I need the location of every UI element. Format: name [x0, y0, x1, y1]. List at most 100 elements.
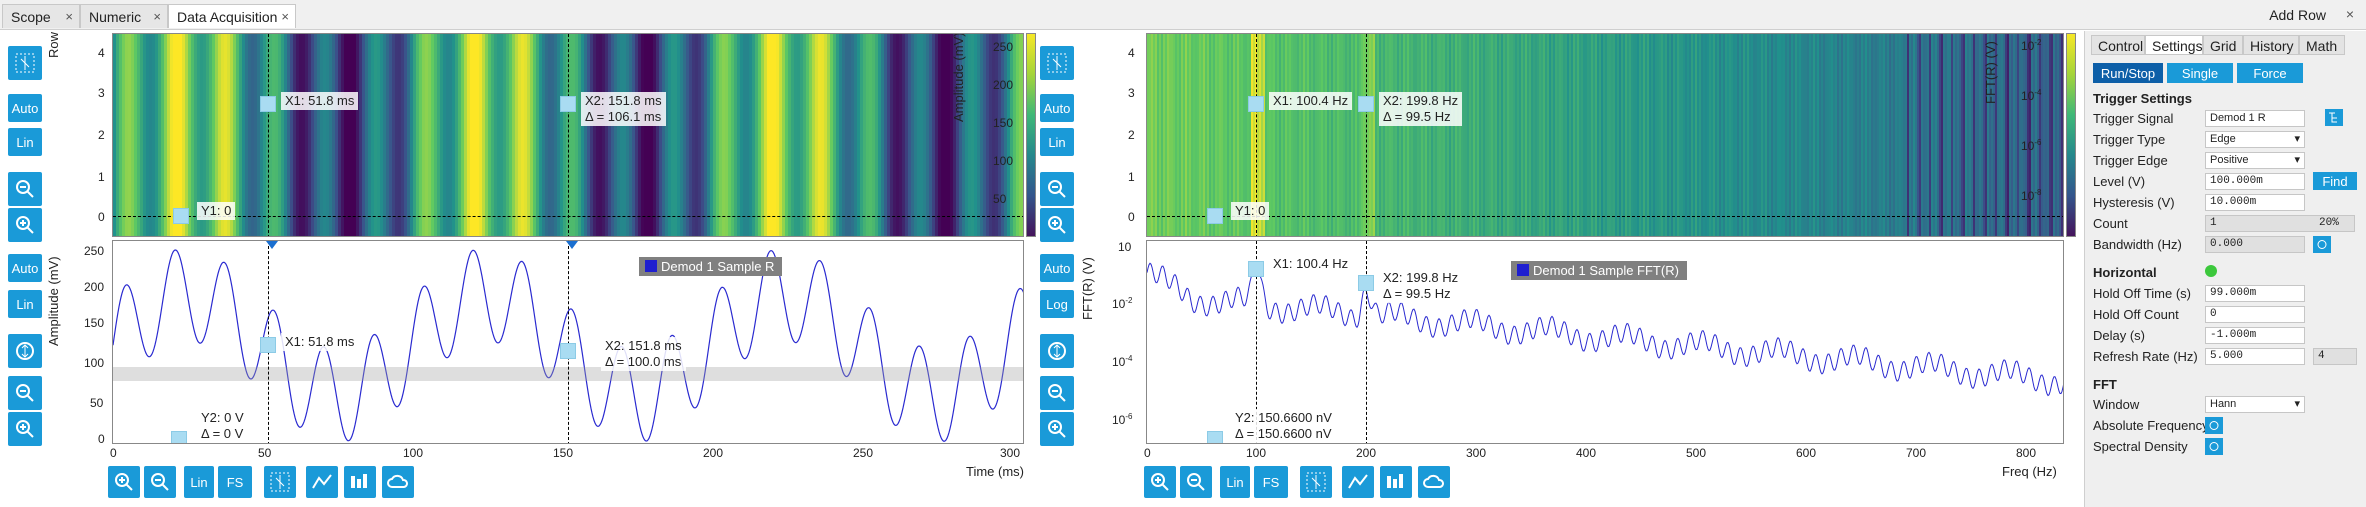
cursor-tool-icon[interactable] — [1300, 466, 1332, 498]
auto-scale-button[interactable]: Auto — [1040, 94, 1074, 122]
math-tool-icon[interactable] — [1342, 466, 1374, 498]
cursor-tool-icon[interactable] — [264, 466, 296, 498]
tab-scope[interactable]: Scope × — [2, 4, 80, 28]
zoom-in-icon[interactable] — [8, 412, 42, 446]
cursor-y1-line[interactable] — [1147, 216, 2063, 217]
close-icon[interactable]: × — [2345, 6, 2354, 22]
fft-spectrum-plot[interactable]: X1: 100.4 Hz X2: 199.8 Hz Δ = 99.5 Hz Y2:… — [1146, 240, 2064, 444]
absolute-frequency-toggle[interactable] — [2205, 417, 2223, 434]
zoom-in-icon[interactable] — [108, 466, 140, 498]
tab-data-acquisition[interactable]: Data Acquisition × — [168, 4, 296, 28]
count-field[interactable]: 1 — [2205, 215, 2355, 232]
hysteresis-field[interactable]: 10.000m — [2205, 194, 2305, 211]
legend-entry[interactable]: Demod 1 Sample FFT(R) — [1511, 261, 1687, 280]
close-icon[interactable]: × — [281, 9, 289, 24]
close-icon[interactable]: × — [65, 9, 73, 24]
cursor-x2-handle[interactable] — [1358, 275, 1374, 291]
heatmap-cell — [1385, 34, 1387, 236]
x-fs-button[interactable]: FS — [1254, 466, 1288, 498]
x-lin-scale-button[interactable]: Lin — [1220, 466, 1250, 498]
auto-scale-button[interactable]: Auto — [8, 254, 42, 282]
heatmap-cell — [236, 34, 239, 236]
tab-numeric[interactable]: Numeric × — [80, 4, 168, 28]
cursor-x1-line[interactable] — [1256, 34, 1257, 236]
fft-heatmap[interactable]: X1: 100.4 Hz X2: 199.8 Hz Δ = 99.5 Hz Y1:… — [1146, 33, 2064, 237]
bandwidth-field[interactable]: 0.000 — [2205, 236, 2305, 253]
cursor-x2-line[interactable] — [1366, 241, 1367, 443]
cursor-x2-line[interactable] — [568, 34, 569, 236]
fit-vertical-icon[interactable] — [8, 334, 42, 368]
heatmap-cell — [296, 34, 299, 236]
tab-control[interactable]: Control — [2091, 35, 2145, 55]
cursor-x1-handle[interactable] — [260, 96, 276, 112]
zoom-out-icon[interactable] — [1040, 172, 1074, 206]
cursor-y1-handle[interactable] — [1207, 208, 1223, 224]
delay-field[interactable]: -1.000m — [2205, 327, 2305, 344]
trigger-type-select[interactable]: Edge — [2205, 131, 2305, 148]
cursor-x1-line[interactable] — [1256, 241, 1257, 443]
math-tool-icon[interactable] — [306, 466, 338, 498]
cursor-x1-handle[interactable] — [260, 337, 276, 353]
cursor-x1-line[interactable] — [268, 34, 269, 236]
cloud-save-icon[interactable] — [382, 466, 414, 498]
zoom-out-icon[interactable] — [1180, 466, 1212, 498]
cursor-y1-line[interactable] — [113, 216, 1023, 217]
table-tool-icon[interactable] — [1380, 466, 1412, 498]
cloud-save-icon[interactable] — [1418, 466, 1450, 498]
signal-tree-icon[interactable] — [2325, 109, 2343, 126]
zoom-out-icon[interactable] — [144, 466, 176, 498]
trigger-signal-field[interactable]: Demod 1 R — [2205, 110, 2305, 127]
single-button[interactable]: Single — [2167, 63, 2233, 83]
x-fs-button[interactable]: FS — [218, 466, 252, 498]
amplitude-time-plot[interactable]: X1: 51.8 ms X2: 151.8 ms Δ = 100.0 ms Y2:… — [112, 240, 1024, 444]
heatmap-cell — [512, 34, 515, 236]
holdoff-time-field[interactable]: 99.000m — [2205, 285, 2305, 302]
cursor-x1-handle[interactable] — [1248, 261, 1264, 277]
trigger-edge-select[interactable]: Positive — [2205, 152, 2305, 169]
zoom-in-icon[interactable] — [1144, 466, 1176, 498]
cursor-tool-icon[interactable] — [1040, 46, 1074, 80]
cursor-x2-line[interactable] — [568, 241, 569, 443]
cursor-x2-handle[interactable] — [1358, 96, 1374, 112]
cursor-y2-handle[interactable] — [1207, 431, 1223, 443]
find-button[interactable]: Find — [2313, 172, 2357, 190]
x-lin-scale-button[interactable]: Lin — [184, 466, 214, 498]
add-row-button[interactable]: Add Row — [2269, 7, 2326, 23]
tab-settings[interactable]: Settings — [2145, 35, 2203, 55]
cursor-x2-handle[interactable] — [560, 96, 576, 112]
lin-scale-button[interactable]: Lin — [8, 128, 42, 156]
zoom-out-icon[interactable] — [1040, 376, 1074, 410]
force-button[interactable]: Force — [2237, 63, 2303, 83]
cursor-y2-handle[interactable] — [171, 431, 187, 443]
fit-vertical-icon[interactable] — [1040, 334, 1074, 368]
holdoff-count-field[interactable]: 0 — [2205, 306, 2305, 323]
window-select[interactable]: Hann — [2205, 396, 2305, 413]
tab-history[interactable]: History — [2243, 35, 2299, 55]
level-field[interactable]: 100.000m — [2205, 173, 2305, 190]
run-stop-button[interactable]: Run/Stop — [2093, 63, 2163, 83]
log-scale-button[interactable]: Log — [1040, 290, 1074, 318]
legend-entry[interactable]: Demod 1 Sample R — [639, 257, 783, 276]
zoom-in-icon[interactable] — [1040, 412, 1074, 446]
lin-scale-button[interactable]: Lin — [8, 290, 42, 318]
table-tool-icon[interactable] — [344, 466, 376, 498]
zoom-out-icon[interactable] — [8, 172, 42, 206]
cursor-y1-handle[interactable] — [173, 208, 189, 224]
auto-scale-button[interactable]: Auto — [1040, 254, 1074, 282]
cursor-x1-handle[interactable] — [1248, 96, 1264, 112]
amplitude-heatmap[interactable]: X1: 51.8 ms X2: 151.8 ms Δ = 106.1 ms Y1:… — [112, 33, 1024, 237]
close-icon[interactable]: × — [153, 9, 161, 24]
cursor-x2-handle[interactable] — [560, 343, 576, 359]
tab-math[interactable]: Math — [2299, 35, 2345, 55]
cursor-tool-icon[interactable] — [8, 46, 42, 80]
zoom-in-icon[interactable] — [8, 208, 42, 242]
cursor-x2-line[interactable] — [1366, 34, 1367, 236]
bandwidth-toggle-icon[interactable] — [2313, 236, 2331, 253]
auto-scale-button[interactable]: Auto — [8, 94, 42, 122]
spectral-density-toggle[interactable] — [2205, 438, 2223, 455]
zoom-in-icon[interactable] — [1040, 208, 1074, 242]
tab-grid[interactable]: Grid — [2203, 35, 2243, 55]
zoom-out-icon[interactable] — [8, 376, 42, 410]
refresh-rate-field[interactable]: 5.000 — [2205, 348, 2305, 365]
lin-scale-button[interactable]: Lin — [1040, 128, 1074, 156]
